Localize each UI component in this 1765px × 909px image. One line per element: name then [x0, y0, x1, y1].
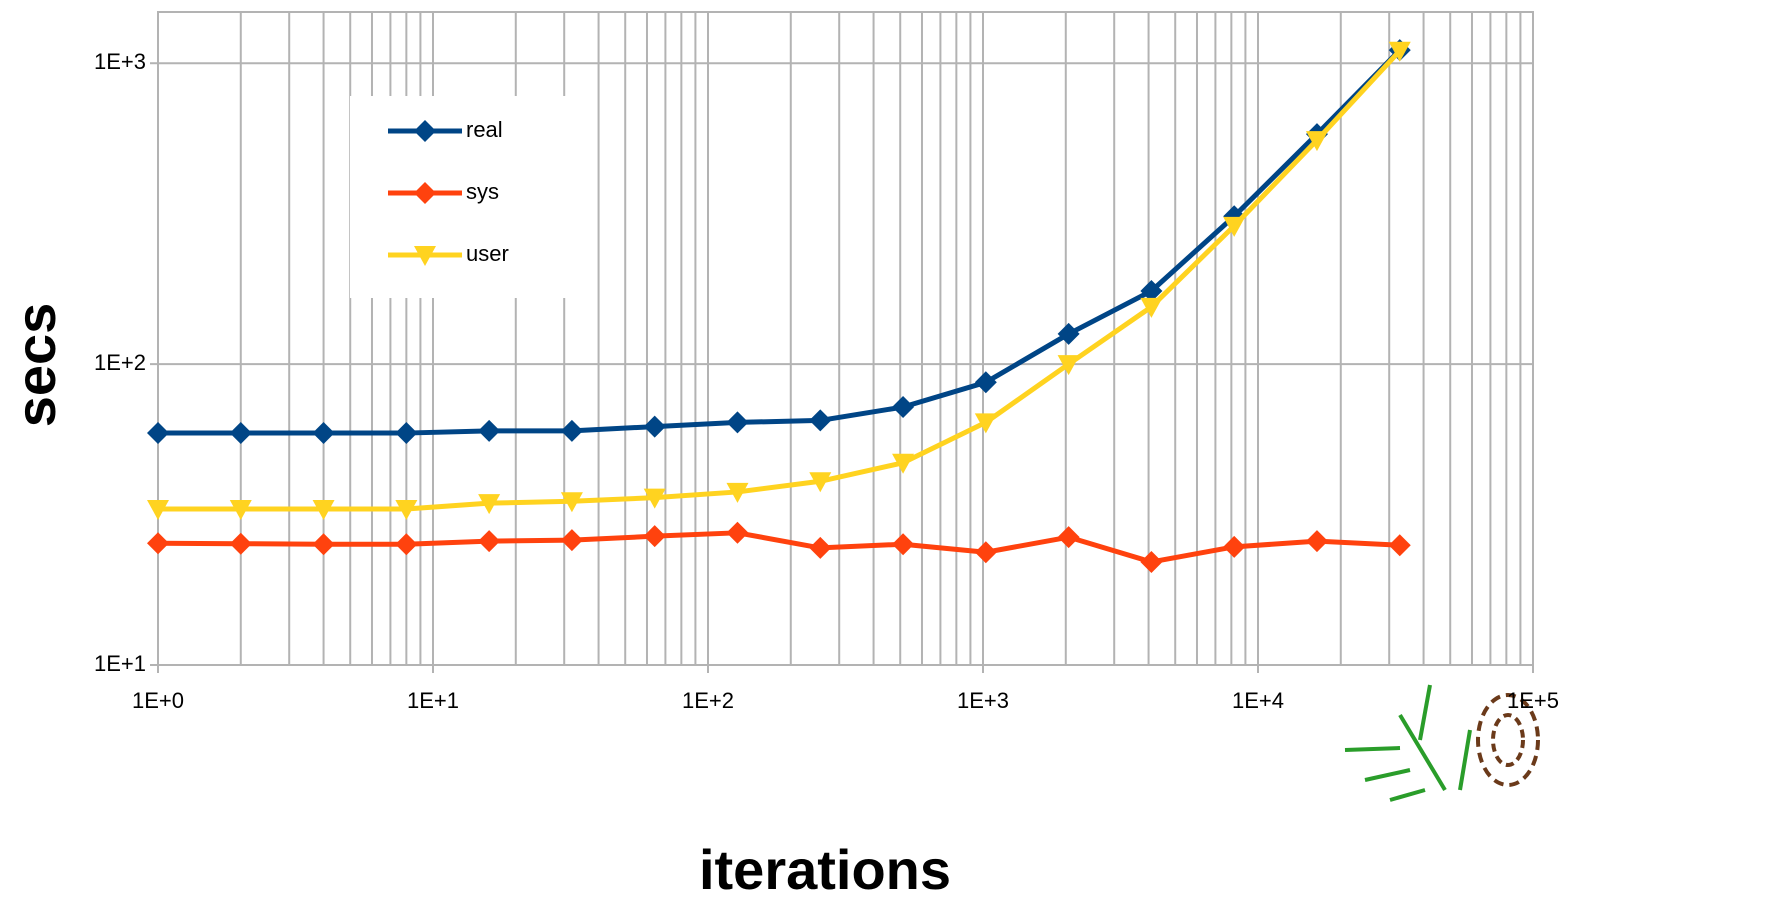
data-point	[1140, 550, 1163, 573]
data-point	[643, 415, 666, 438]
data-point	[974, 371, 997, 394]
data-point	[147, 499, 169, 520]
data-point	[478, 530, 501, 553]
x-tick-label: 1E+0	[132, 688, 184, 713]
legend-marker	[414, 182, 436, 204]
data-point	[312, 533, 335, 556]
x-tick-label: 1E+3	[957, 688, 1009, 713]
legend-box	[350, 96, 570, 298]
data-point	[147, 532, 169, 555]
x-tick-label: 1E+4	[1232, 688, 1284, 713]
y-tick-label: 1E+2	[94, 350, 146, 375]
y-tick-label: 1E+3	[94, 49, 146, 74]
legend-label: user	[466, 241, 509, 266]
data-point	[1223, 535, 1246, 558]
data-point	[478, 494, 501, 515]
logo	[1344, 684, 1540, 802]
x-axis-title: iterations	[699, 838, 951, 901]
legend-marker	[414, 120, 436, 142]
series-line	[157, 530, 1400, 565]
data-point	[395, 533, 418, 556]
data-point	[809, 409, 832, 432]
data-point	[312, 422, 335, 445]
data-point	[1140, 279, 1163, 302]
plot-frame	[157, 11, 1534, 666]
data-point	[726, 411, 749, 434]
legend-marker	[414, 246, 436, 266]
data-point	[229, 532, 252, 555]
data-point	[560, 419, 583, 442]
data-point	[643, 488, 666, 509]
data-point	[560, 529, 583, 552]
data-point	[560, 492, 583, 513]
data-point	[809, 536, 832, 559]
data-point	[1388, 41, 1411, 62]
data-point	[1140, 297, 1163, 318]
data-point	[1057, 355, 1080, 376]
data-point	[147, 422, 169, 445]
data-point	[974, 413, 997, 434]
data-point	[643, 525, 666, 548]
y-axis-title: secs	[4, 303, 67, 428]
legend: real sys user	[350, 96, 570, 298]
data-point	[1057, 526, 1080, 549]
data-point	[1223, 216, 1246, 237]
x-tick-label: 1E+5	[1507, 688, 1559, 713]
data-point	[1057, 322, 1080, 345]
data-point	[478, 419, 501, 442]
data-point	[312, 499, 335, 520]
legend-label: real	[466, 117, 503, 142]
data-point	[726, 521, 749, 544]
data-point	[229, 499, 252, 520]
data-point	[892, 396, 915, 419]
data-point	[809, 472, 832, 493]
data-point	[395, 499, 418, 520]
data-point	[395, 422, 418, 445]
y-tick-label: 1E+1	[94, 651, 146, 676]
data-point	[974, 541, 997, 564]
data-point	[892, 453, 915, 474]
data-point	[1305, 131, 1328, 152]
data-point	[229, 422, 252, 445]
data-point	[1388, 534, 1411, 557]
series-layer	[147, 39, 1411, 573]
data-point	[892, 533, 915, 556]
x-tick-label: 1E+1	[407, 688, 459, 713]
x-tick-label: 1E+2	[682, 688, 734, 713]
series-line	[158, 49, 1402, 512]
series-line	[158, 48, 1402, 436]
data-point	[1305, 530, 1328, 553]
legend-label: sys	[466, 179, 499, 204]
data-point	[726, 482, 749, 503]
